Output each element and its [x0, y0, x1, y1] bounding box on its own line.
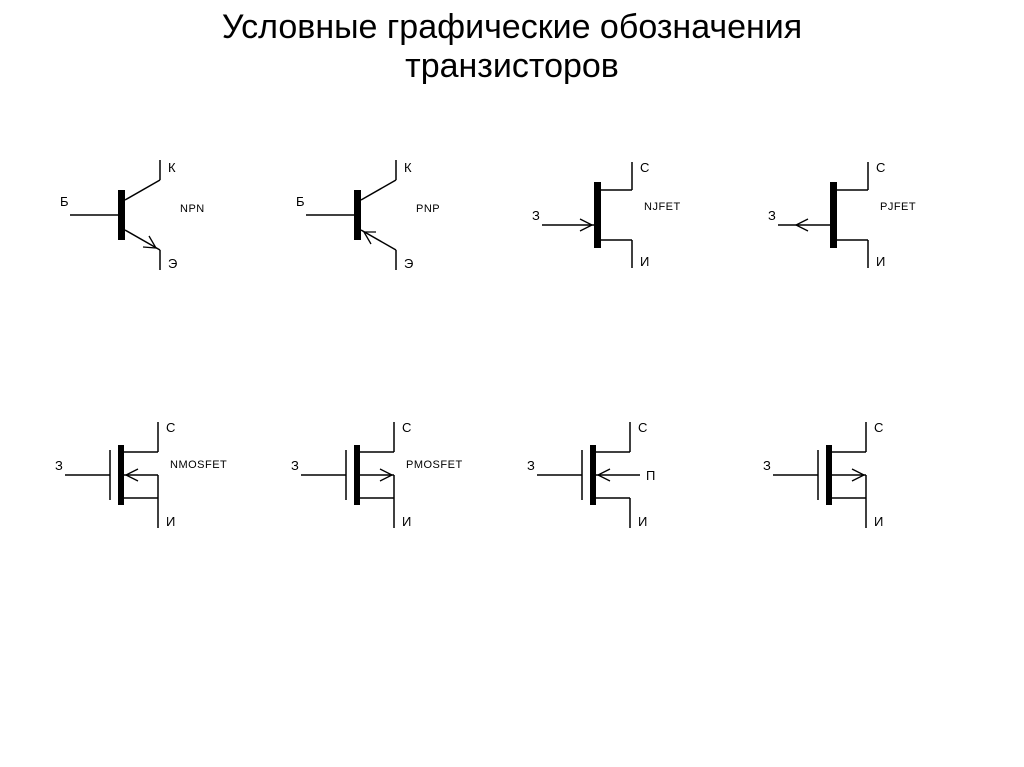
pin-source: И [640, 254, 649, 269]
pin-gate: З [527, 458, 535, 473]
pin-source: И [166, 514, 175, 529]
symbol-mosfet-sub: З С И П [512, 410, 748, 540]
symbol-nmosfet: З С И NMOSFET [40, 410, 276, 540]
symbol-pnp: Б К Э PNP [276, 150, 512, 280]
pin-source: И [874, 514, 883, 529]
symbol-pjfet: З С И PJFET [748, 150, 984, 280]
pin-drain: С [874, 420, 883, 435]
type-label: NJFET [644, 201, 681, 213]
symbol-npn: Б К Э NPN [40, 150, 276, 280]
title-line2: транзисторов [405, 47, 619, 85]
pin-drain: С [640, 160, 649, 175]
page: Условные графические обозначения транзис… [0, 0, 1024, 767]
title-line1: Условные графические обозначения [222, 8, 802, 46]
pin-collector: К [404, 160, 412, 175]
symbol-njfet: З С И NJFET [512, 150, 748, 280]
page-title: Условные графические обозначения транзис… [0, 8, 1024, 86]
type-label: NPN [180, 203, 205, 215]
type-label: PNP [416, 203, 440, 215]
symbol-grid: Б К Э NPN Б К Э PNP [40, 150, 984, 540]
pin-drain: С [638, 420, 647, 435]
symbol-mosfet-last: З С И [748, 410, 984, 540]
pin-source: И [876, 254, 885, 269]
pin-emitter: Э [404, 256, 413, 271]
pin-gate: З [763, 458, 771, 473]
type-label: PJFET [880, 201, 916, 213]
pin-drain: С [402, 420, 411, 435]
pin-drain: С [876, 160, 885, 175]
pin-sub: П [646, 468, 655, 483]
pin-source: И [638, 514, 647, 529]
pin-base: Б [60, 194, 69, 209]
symbol-pmosfet: З С И PMOSFET [276, 410, 512, 540]
type-label: PMOSFET [406, 459, 463, 471]
pin-collector: К [168, 160, 176, 175]
pin-source: И [402, 514, 411, 529]
pin-drain: С [166, 420, 175, 435]
pin-gate: З [768, 208, 776, 223]
pin-gate: З [291, 458, 299, 473]
type-label: NMOSFET [170, 459, 227, 471]
pin-emitter: Э [168, 256, 177, 271]
pin-gate: З [55, 458, 63, 473]
pin-gate: З [532, 208, 540, 223]
pin-base: Б [296, 194, 305, 209]
